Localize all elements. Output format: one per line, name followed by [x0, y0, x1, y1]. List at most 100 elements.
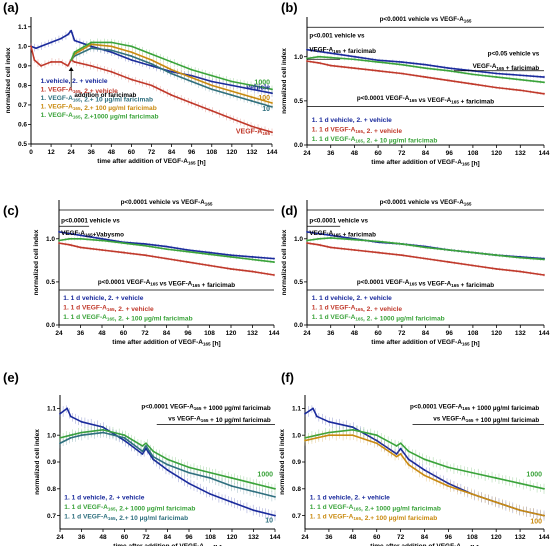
- data-point: [351, 434, 354, 437]
- data-point: [329, 64, 332, 67]
- series-line: [59, 431, 276, 498]
- data-point: [73, 61, 76, 63]
- data-point: [30, 45, 32, 48]
- data-point: [90, 41, 93, 44]
- legend-entry: 1. 1 d VEGF-A165, 2. + vehicle: [63, 305, 154, 314]
- data-point: [306, 230, 308, 233]
- data-point: [495, 76, 498, 78]
- data-point: [329, 237, 332, 239]
- x-tick-label: 132: [515, 534, 526, 541]
- data-point: [90, 45, 93, 48]
- data-point: [407, 463, 410, 466]
- x-tick-label: 132: [247, 330, 258, 337]
- x-tick-label: 72: [398, 330, 406, 337]
- end-label: vehicle: [246, 84, 270, 91]
- end-label: 1000: [526, 472, 542, 479]
- series-line: [304, 434, 545, 517]
- end-label: 100: [258, 95, 270, 102]
- legend-entry: 1. 1 d VEGF-A165, 2.+ 1000 µg/ml faricim…: [64, 504, 195, 513]
- data-point: [273, 261, 275, 263]
- series-3: [306, 55, 545, 84]
- annotation: p<0.0001 VEGF-A165 vs VEGF-A165 + farici…: [357, 95, 494, 105]
- data-point: [123, 439, 126, 442]
- x-tick-label: 24: [301, 534, 309, 541]
- data-point: [400, 72, 403, 75]
- x-tick-label: 60: [120, 330, 128, 337]
- y-tick-label: 1.0: [292, 432, 301, 439]
- series-line: [304, 429, 545, 490]
- series-2: [59, 425, 276, 494]
- data-point: [150, 84, 153, 87]
- annotation: p<0.05 vehicle vs: [488, 50, 540, 57]
- annotation: p<0.0001 vehicle vs VEGF-A165: [380, 16, 472, 24]
- x-tick-label: 144: [270, 534, 281, 541]
- y-tick-label: 0.5: [18, 141, 27, 148]
- data-point: [447, 482, 450, 485]
- x-tick-label: 132: [515, 330, 526, 337]
- data-point: [251, 84, 253, 87]
- data-point: [144, 244, 146, 247]
- arrow-head: [68, 66, 74, 71]
- annotation: VEGF-A165+Vabysmo: [61, 230, 124, 239]
- data-point: [271, 92, 273, 95]
- data-point: [69, 436, 72, 439]
- end-label: 10: [265, 517, 273, 524]
- x-tick-label: 132: [248, 534, 259, 541]
- data-point: [187, 249, 189, 251]
- data-point: [231, 501, 233, 504]
- y-tick-label: 0.8: [18, 83, 27, 90]
- y-axis-label: normalized cell index: [279, 429, 286, 495]
- x-tick-label: 96: [446, 330, 454, 337]
- x-tick-label: 144: [267, 149, 278, 156]
- x-tick-label: 48: [99, 534, 107, 541]
- x-tick-label: 84: [168, 149, 176, 156]
- panel-label: (c): [3, 203, 19, 218]
- data-point: [101, 249, 103, 251]
- data-point: [110, 51, 113, 54]
- data-point: [377, 240, 379, 243]
- data-point: [395, 445, 398, 447]
- legend-entry: 1. 1 d vehicle, 2. + vehicle: [310, 495, 390, 502]
- series-line: [306, 55, 545, 84]
- data-point: [351, 426, 354, 429]
- data-point: [79, 234, 82, 237]
- data-point: [316, 434, 318, 437]
- panel-e: (e) 0.7 0.8 0.9 1.0 1.1 24 36 48 60 72 84 96 108 120 13…: [3, 370, 281, 546]
- x-tick-label: 60: [128, 149, 136, 156]
- x-tick-label: 48: [108, 149, 116, 156]
- data-point: [59, 412, 61, 415]
- x-axis-label: time after addition of VEGF-A165 [h]: [371, 159, 479, 168]
- y-tick-label: 1.0: [294, 54, 303, 61]
- data-point: [407, 450, 410, 453]
- data-point: [80, 420, 83, 423]
- data-point: [317, 232, 320, 235]
- annotation: p<0.0001 vehicle vs VEGF-A165: [380, 199, 472, 207]
- y-axis-label: normalized cell index: [5, 47, 12, 113]
- data-point: [447, 466, 450, 469]
- annotation: addition of faricimab: [74, 92, 136, 99]
- data-point: [329, 56, 332, 59]
- data-point: [424, 67, 427, 70]
- data-point: [35, 47, 37, 50]
- data-point: [122, 242, 125, 245]
- legend-entry: 1. VEGF-A165, 2.+ vehicle: [41, 87, 118, 96]
- series-3: [304, 429, 545, 521]
- data-point: [317, 55, 320, 58]
- x-tick-label: 132: [246, 149, 257, 156]
- series-line: [58, 242, 275, 276]
- data-point: [130, 78, 133, 81]
- x-tick-label: 72: [142, 534, 150, 541]
- data-point: [251, 258, 254, 261]
- panel-c: (c) 0.0 0.5 1.0 24 36 48 60 72 84 96 108 120 132 144 ti…: [3, 199, 280, 348]
- series-line: [58, 237, 275, 263]
- data-point: [407, 458, 410, 461]
- data-point: [304, 436, 306, 439]
- data-point: [271, 102, 273, 104]
- data-point: [543, 274, 545, 276]
- y-tick-label: 0.0: [294, 142, 303, 149]
- x-tick-label: 48: [351, 330, 359, 337]
- x-tick-label: 48: [349, 534, 357, 541]
- x-tick-label: 108: [206, 149, 217, 156]
- annotation: p<0.0001 vehicle vs: [61, 218, 120, 225]
- end-label: 1000: [254, 79, 270, 86]
